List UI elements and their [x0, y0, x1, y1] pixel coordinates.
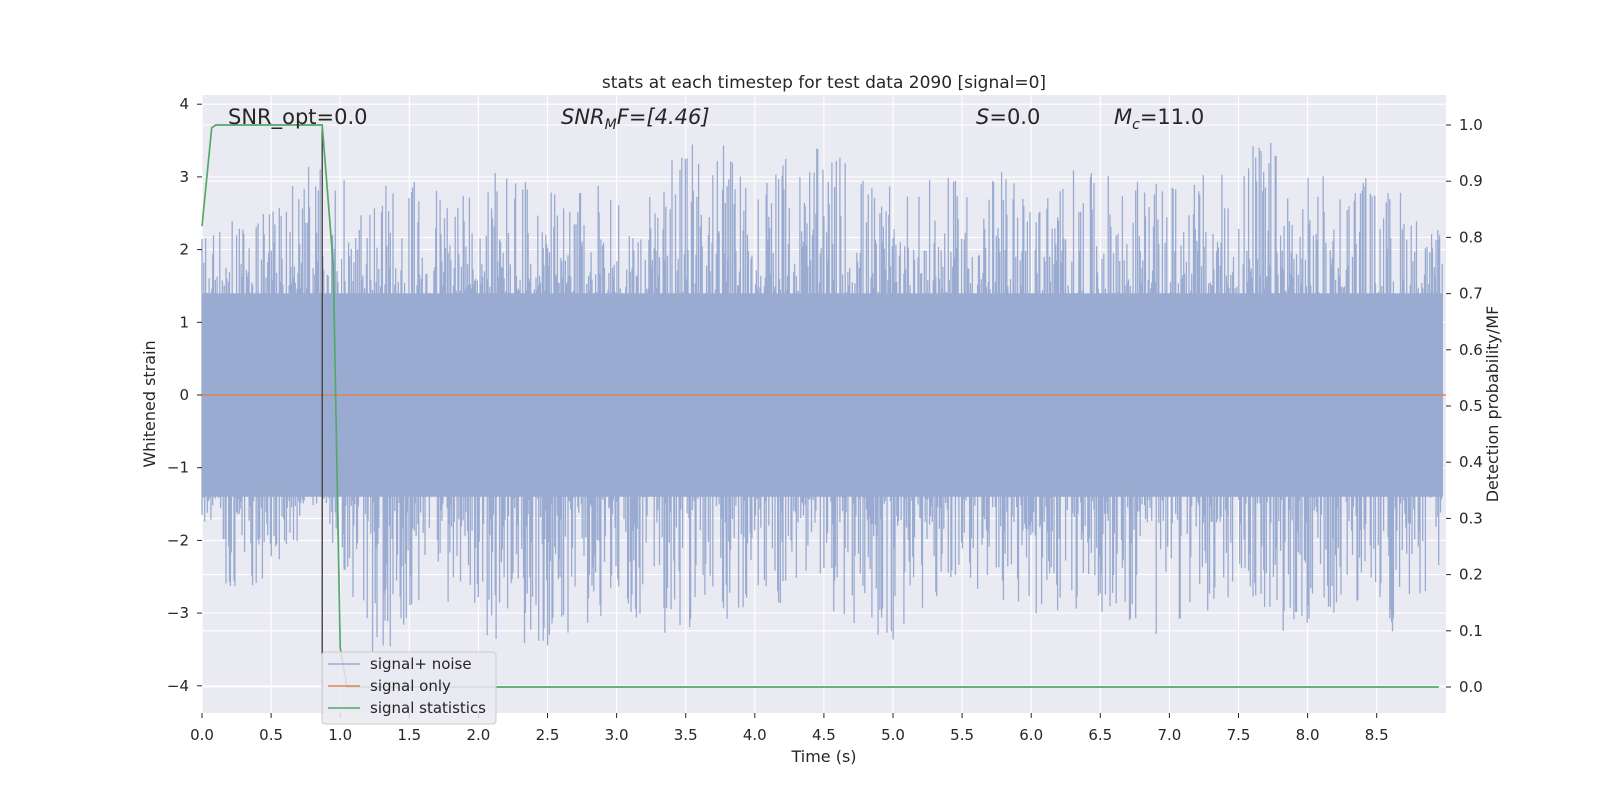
x-tick-label: 2.0 [466, 726, 490, 744]
x-tick-label: 5.5 [950, 726, 974, 744]
legend-label-signal-only: signal only [370, 677, 451, 695]
y2-axis-label: Detection probability/MF [1483, 306, 1502, 503]
annotation-snr-mf-rest: F=[4.46] [617, 105, 710, 129]
x-tick-label: 4.0 [743, 726, 767, 744]
annotation-s: S=0.0 [976, 105, 1040, 129]
y-tick-label: −4 [167, 677, 189, 695]
y2-tick-label: 0.2 [1459, 566, 1483, 584]
chart-title: stats at each timestep for test data 209… [602, 73, 1046, 93]
annotation-snr-mf-sub: M [605, 117, 617, 133]
x-tick-label: 7.5 [1227, 726, 1251, 744]
y-tick-label: 3 [179, 168, 189, 186]
noise-trace [201, 142, 1443, 653]
x-tick-label: 0.5 [259, 726, 283, 744]
y2-tick-labels: 1.0 0.9 0.8 0.7 0.6 0.5 0.4 0.3 0.2 0.1 0.0 [1446, 116, 1483, 696]
x-tick-label: 1.5 [397, 726, 421, 744]
y-tick-label: 0 [179, 386, 189, 404]
y-tick-label: 4 [179, 95, 189, 113]
y2-tick-label: 0.1 [1459, 622, 1483, 640]
x-tick-label: 8.0 [1296, 726, 1320, 744]
annotation-snr-mf: SNRMF=[4.46] [561, 105, 710, 133]
legend-label-signal-statistics: signal statistics [370, 699, 486, 717]
annotation-mc-rest: =11.0 [1140, 105, 1204, 129]
x-tick-label: 7.0 [1157, 726, 1181, 744]
y2-tick-label: 0.6 [1459, 341, 1483, 359]
annotation-snr-opt: SNR_opt=0.0 [228, 105, 368, 130]
y2-tick-label: 0.0 [1459, 678, 1483, 696]
y2-tick-label: 0.7 [1459, 285, 1483, 303]
x-tick-label: 0.0 [190, 726, 214, 744]
x-tick-label: 6.0 [1019, 726, 1043, 744]
y2-tick-label: 0.9 [1459, 172, 1483, 190]
y-tick-label: 2 [179, 241, 189, 259]
y2-tick-label: 1.0 [1459, 116, 1483, 134]
x-tick-label: 3.0 [605, 726, 629, 744]
y-tick-label: 1 [179, 313, 189, 331]
annotation-mc-main: M [1114, 105, 1132, 129]
x-tick-label: 2.5 [536, 726, 560, 744]
x-tick-labels: 0.0 0.5 1.0 1.5 2.0 2.5 3.0 3.5 4.0 4.5 5.0 5.5 6.0 6… [190, 713, 1389, 744]
y-tick-labels: 4 3 2 1 0 −1 −2 −3 −4 [167, 95, 202, 695]
x-tick-label: 8.5 [1365, 726, 1389, 744]
y-axis-label: Whitened strain [140, 340, 159, 467]
x-tick-label: 6.5 [1088, 726, 1112, 744]
annotation-s-main: S [976, 105, 989, 129]
y-tick-label: −3 [167, 604, 189, 622]
annotation-snr-mf-main: SNR [561, 105, 605, 129]
y-tick-label: −1 [167, 459, 189, 477]
y2-tick-label: 0.8 [1459, 228, 1483, 246]
series-signal-statistics [201, 124, 1439, 688]
y-tick-label: −2 [167, 531, 189, 549]
annotation-s-rest: =0.0 [989, 105, 1040, 129]
legend-box [321, 651, 497, 725]
y2-tick-label: 0.3 [1459, 509, 1483, 527]
x-axis-label: Time (s) [790, 747, 856, 766]
x-tick-label: 4.5 [812, 726, 836, 744]
x-tick-label: 1.0 [328, 726, 352, 744]
legend-label-signal-noise: signal+ noise [370, 655, 472, 673]
x-tick-label: 3.5 [674, 726, 698, 744]
annotation-mc-sub: c [1132, 117, 1140, 133]
x-tick-label: 5.0 [881, 726, 905, 744]
legend: signal+ noise signal only signal statist… [321, 651, 497, 725]
y2-tick-label: 0.4 [1459, 453, 1483, 471]
annotation-mc: Mc=11.0 [1114, 105, 1204, 133]
y2-tick-label: 0.5 [1459, 397, 1483, 415]
